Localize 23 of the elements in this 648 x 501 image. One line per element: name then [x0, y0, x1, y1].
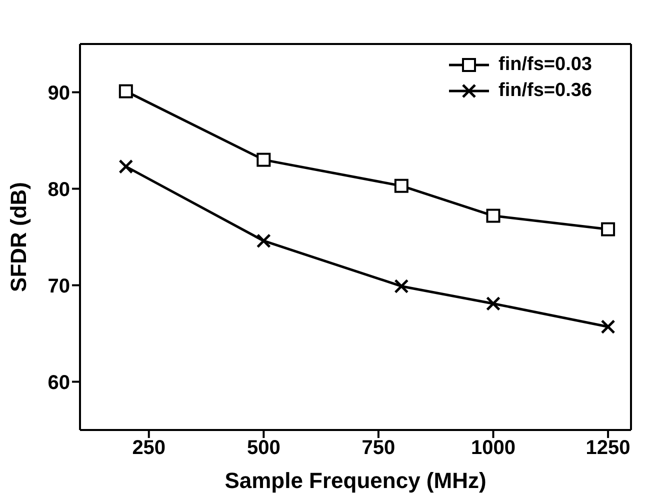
point [118, 84, 133, 98]
point [601, 222, 616, 236]
x-tick-label: 1000 [471, 437, 516, 460]
y-tick-label: 60 [48, 372, 70, 394]
y-tick-label: 70 [48, 275, 70, 298]
legend-label: fin/fs=0.36 [498, 80, 592, 102]
point [486, 296, 500, 311]
legend-label: fin/fs=0.03 [498, 54, 592, 76]
y-axis-title: SFDR (dB) [6, 182, 31, 292]
x-tick-label: 1250 [586, 437, 630, 460]
x-tick-label: 750 [362, 437, 396, 460]
x-tick-label: 250 [132, 437, 166, 460]
x-axis-title: Sample Frequency (MHz) [224, 468, 486, 493]
point [600, 319, 616, 334]
x-tick-label: 500 [246, 437, 280, 460]
point [256, 152, 271, 167]
point [394, 278, 409, 294]
y-tick-label: 90 [48, 82, 70, 104]
y-tick-label: 80 [48, 178, 70, 201]
point [394, 178, 408, 193]
point [256, 234, 271, 248]
point [486, 208, 500, 223]
point [118, 159, 134, 174]
